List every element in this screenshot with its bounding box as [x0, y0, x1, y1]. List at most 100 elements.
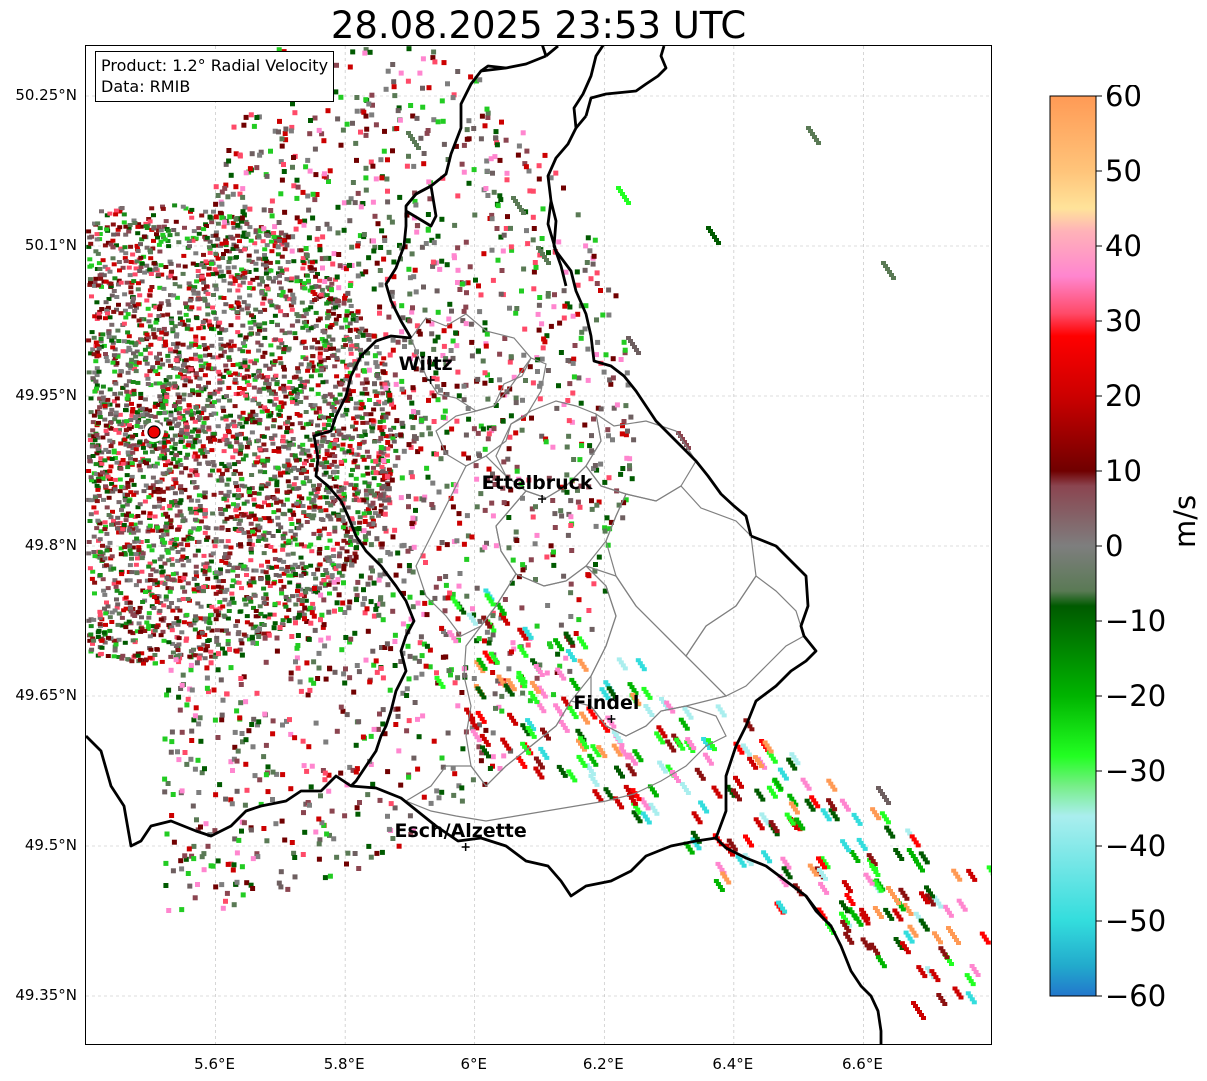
radar-pixel — [228, 515, 234, 520]
radar-pixel — [350, 313, 356, 318]
radar-map[interactable]: Wiltz Ettelbruck Findel Esch/Alzette — [85, 45, 992, 1045]
radar-pixel — [230, 281, 236, 286]
radar-pixel — [226, 342, 232, 347]
radar-pixel — [327, 559, 333, 563]
radar-pixel — [260, 569, 266, 574]
radar-pixel — [378, 282, 384, 288]
radar-pixel — [232, 377, 238, 382]
radar-pixel — [117, 209, 123, 214]
radar-pixel — [198, 389, 204, 394]
radar-pixel — [416, 734, 422, 740]
radar-pixel — [97, 555, 103, 560]
radar-pixel — [100, 470, 105, 475]
radar-pixel — [156, 228, 161, 233]
radar-pixel — [137, 520, 143, 525]
radar-pixel — [200, 320, 206, 325]
radar-pixel — [199, 274, 205, 279]
radar-pixel — [193, 251, 199, 256]
radar-pixel — [238, 365, 244, 370]
radar-pixel — [88, 351, 94, 356]
radar-pixel — [212, 828, 218, 834]
radar-pixel — [137, 293, 143, 298]
radar-pixel — [158, 535, 164, 540]
radar-pixel — [239, 424, 245, 429]
radar-pixel — [217, 274, 223, 279]
radar-pixel — [191, 454, 197, 459]
radar-pixel — [231, 502, 236, 507]
radar-pixel — [594, 281, 600, 286]
radar-pixel — [228, 172, 234, 178]
radar-pixel — [389, 293, 395, 299]
radar-pixel — [218, 211, 224, 216]
radar-pixel — [153, 446, 159, 451]
radar-pixel — [178, 498, 184, 503]
radar-pixel — [298, 592, 304, 597]
radar-pixel — [308, 542, 314, 547]
radar-pixel — [568, 614, 574, 619]
radar-pixel — [555, 651, 561, 657]
radar-pixel — [226, 429, 231, 433]
radar-pixel — [399, 420, 405, 426]
radar-pixel — [301, 613, 307, 617]
radar-pixel — [230, 455, 236, 460]
radar-pixel — [575, 282, 581, 288]
radar-pixel — [100, 577, 106, 582]
radar-pixel — [235, 748, 241, 754]
radar-pixel — [219, 215, 225, 221]
radar-pixel — [393, 381, 399, 387]
radar-pixel — [262, 470, 268, 475]
radar-pixel — [410, 385, 416, 391]
radar-pixel — [141, 234, 147, 239]
radar-pixel — [176, 411, 182, 416]
radar-pixel — [227, 398, 233, 403]
radar-pixel — [211, 492, 217, 497]
radar-pixel — [181, 322, 187, 327]
radar-pixel — [147, 219, 153, 224]
radar-pixel — [251, 513, 257, 518]
radar-pixel — [248, 599, 254, 604]
radar-pixel — [353, 586, 359, 592]
radar-pixel — [157, 456, 163, 461]
radar-pixel — [177, 486, 183, 491]
radar-pixel — [161, 445, 167, 450]
radar-pixel — [233, 508, 239, 513]
radar-pixel — [188, 498, 194, 503]
radar-pixel — [436, 489, 442, 495]
radar-pixel — [382, 235, 388, 241]
radar-pixel — [223, 544, 229, 549]
radar-pixel — [144, 438, 150, 443]
radar-pixel — [92, 389, 98, 394]
radar-pixel — [258, 486, 264, 491]
radar-pixel — [237, 333, 243, 338]
radar-pixel — [167, 506, 173, 511]
radar-pixel — [171, 621, 177, 626]
radar-pixel — [148, 272, 154, 276]
radar-pixel — [327, 346, 333, 351]
radar-pixel — [283, 294, 289, 299]
radar-pixel — [269, 352, 275, 357]
radar-pixel — [323, 470, 329, 475]
radar-pixel — [197, 631, 203, 636]
radar-pixel — [296, 468, 302, 473]
radar-pixel — [236, 305, 242, 309]
radar-pixel — [421, 151, 427, 156]
radar-pixel — [237, 647, 243, 652]
radar-pixel — [476, 283, 481, 289]
radar-pixel — [115, 451, 121, 456]
radar-pixel — [113, 413, 119, 418]
radar-pixel — [310, 364, 316, 369]
radar-pixel — [228, 339, 234, 344]
radar-pixel — [167, 233, 173, 238]
radar-pixel — [184, 408, 190, 413]
radar-pixel — [96, 312, 102, 317]
radar-pixel — [558, 508, 564, 514]
radar-pixel — [554, 405, 560, 411]
radar-pixel — [333, 89, 339, 95]
radar-pixel — [189, 649, 195, 654]
radar-pixel — [147, 324, 153, 329]
radar-pixel — [151, 238, 156, 243]
radar-pixel — [261, 296, 267, 301]
radar-pixel — [288, 529, 294, 534]
radar-pixel — [88, 280, 93, 285]
radar-pixel — [143, 450, 148, 455]
